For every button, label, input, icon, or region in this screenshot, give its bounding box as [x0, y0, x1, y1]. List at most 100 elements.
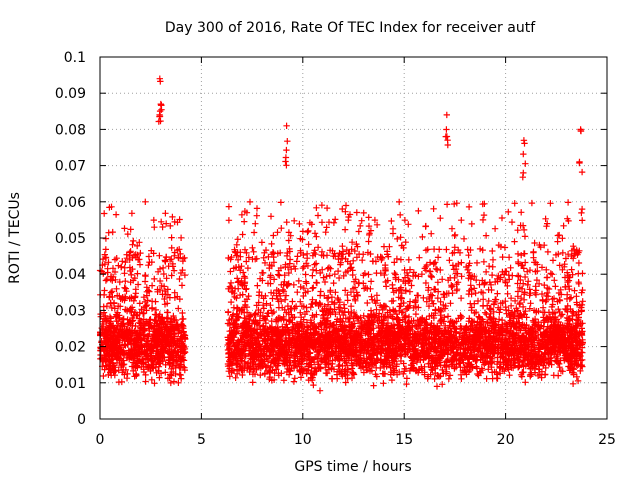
data-point: [541, 281, 548, 289]
data-point: [479, 216, 487, 224]
data-point: [283, 321, 290, 328]
data-point: [467, 300, 474, 307]
data-point: [119, 258, 126, 265]
data-point: [99, 255, 107, 263]
data-point: [127, 248, 134, 255]
data-point: [286, 256, 294, 263]
data-point: [132, 286, 139, 293]
data-point: [241, 218, 248, 225]
data-point: [225, 308, 232, 316]
data-point: [259, 302, 267, 309]
data-point: [511, 297, 519, 305]
data-point: [406, 288, 414, 295]
data-point: [289, 298, 296, 305]
data-point: [305, 227, 312, 235]
data-point: [100, 303, 107, 310]
data-point: [161, 287, 169, 295]
data-point: [146, 259, 153, 266]
data-point: [514, 227, 521, 234]
data-point: [122, 331, 129, 338]
data-point: [443, 201, 451, 208]
data-point: [163, 275, 170, 282]
data-point: [169, 213, 176, 221]
data-point: [449, 289, 456, 297]
data-point: [166, 294, 174, 301]
data-point: [462, 367, 470, 375]
data-point: [167, 222, 174, 230]
data-point: [118, 263, 125, 270]
data-point: [168, 334, 176, 342]
data-point: [144, 297, 151, 304]
data-point: [131, 274, 138, 282]
data-point: [353, 209, 360, 216]
data-point: [327, 287, 334, 294]
data-point: [290, 378, 298, 385]
data-point: [148, 324, 155, 331]
data-point: [277, 199, 285, 206]
data-point: [125, 347, 132, 354]
data-point: [134, 281, 142, 288]
data-point: [314, 244, 322, 251]
data-point: [349, 271, 356, 279]
data-point: [403, 375, 411, 382]
data-point: [267, 302, 274, 309]
data-point: [258, 239, 266, 246]
data-point: [568, 266, 575, 273]
data-point: [311, 230, 319, 237]
data-point: [538, 374, 545, 381]
data-point: [157, 360, 164, 367]
data-point: [579, 298, 586, 305]
data-point: [488, 271, 496, 279]
data-point: [331, 271, 338, 278]
data-point: [134, 332, 141, 340]
data-point: [391, 259, 398, 266]
data-point: [355, 228, 362, 235]
data-point: [360, 272, 367, 279]
data-point: [101, 366, 108, 373]
data-point: [130, 237, 137, 245]
data-point: [140, 368, 148, 376]
data-point: [483, 375, 490, 382]
data-point: [325, 264, 333, 271]
data-point: [468, 220, 475, 228]
data-point: [168, 315, 175, 322]
data-point: [390, 297, 397, 304]
data-point: [145, 353, 152, 360]
data-point: [115, 378, 123, 386]
data-point: [105, 259, 112, 266]
data-point: [124, 370, 131, 378]
data-point: [267, 280, 274, 287]
data-point: [274, 229, 281, 236]
data-point: [152, 306, 160, 314]
data-point: [168, 234, 175, 241]
data-point: [140, 304, 148, 311]
data-point: [514, 280, 521, 287]
data-point: [156, 374, 163, 381]
data-point: [150, 216, 157, 224]
data-point: [480, 296, 487, 303]
data-point: [475, 313, 482, 320]
data-point: [336, 361, 343, 369]
data-point: [106, 336, 113, 343]
data-point: [520, 296, 528, 303]
data-point: [579, 217, 586, 224]
data-point: [181, 364, 188, 371]
data-point: [142, 198, 149, 205]
data-point: [111, 329, 119, 336]
data-point: [166, 374, 173, 382]
data-point: [233, 252, 240, 259]
data-point: [370, 382, 377, 389]
data-point: [124, 230, 131, 238]
data-point: [132, 359, 139, 367]
data-point: [117, 349, 124, 356]
data-point: [159, 343, 166, 350]
data-point: [117, 303, 124, 310]
data-point: [156, 311, 163, 318]
data-point: [135, 319, 143, 326]
data-point: [104, 331, 111, 338]
data-point: [179, 309, 186, 317]
data-point: [178, 282, 186, 289]
data-point: [113, 285, 120, 292]
data-point: [297, 374, 305, 381]
data-point: [544, 274, 551, 281]
